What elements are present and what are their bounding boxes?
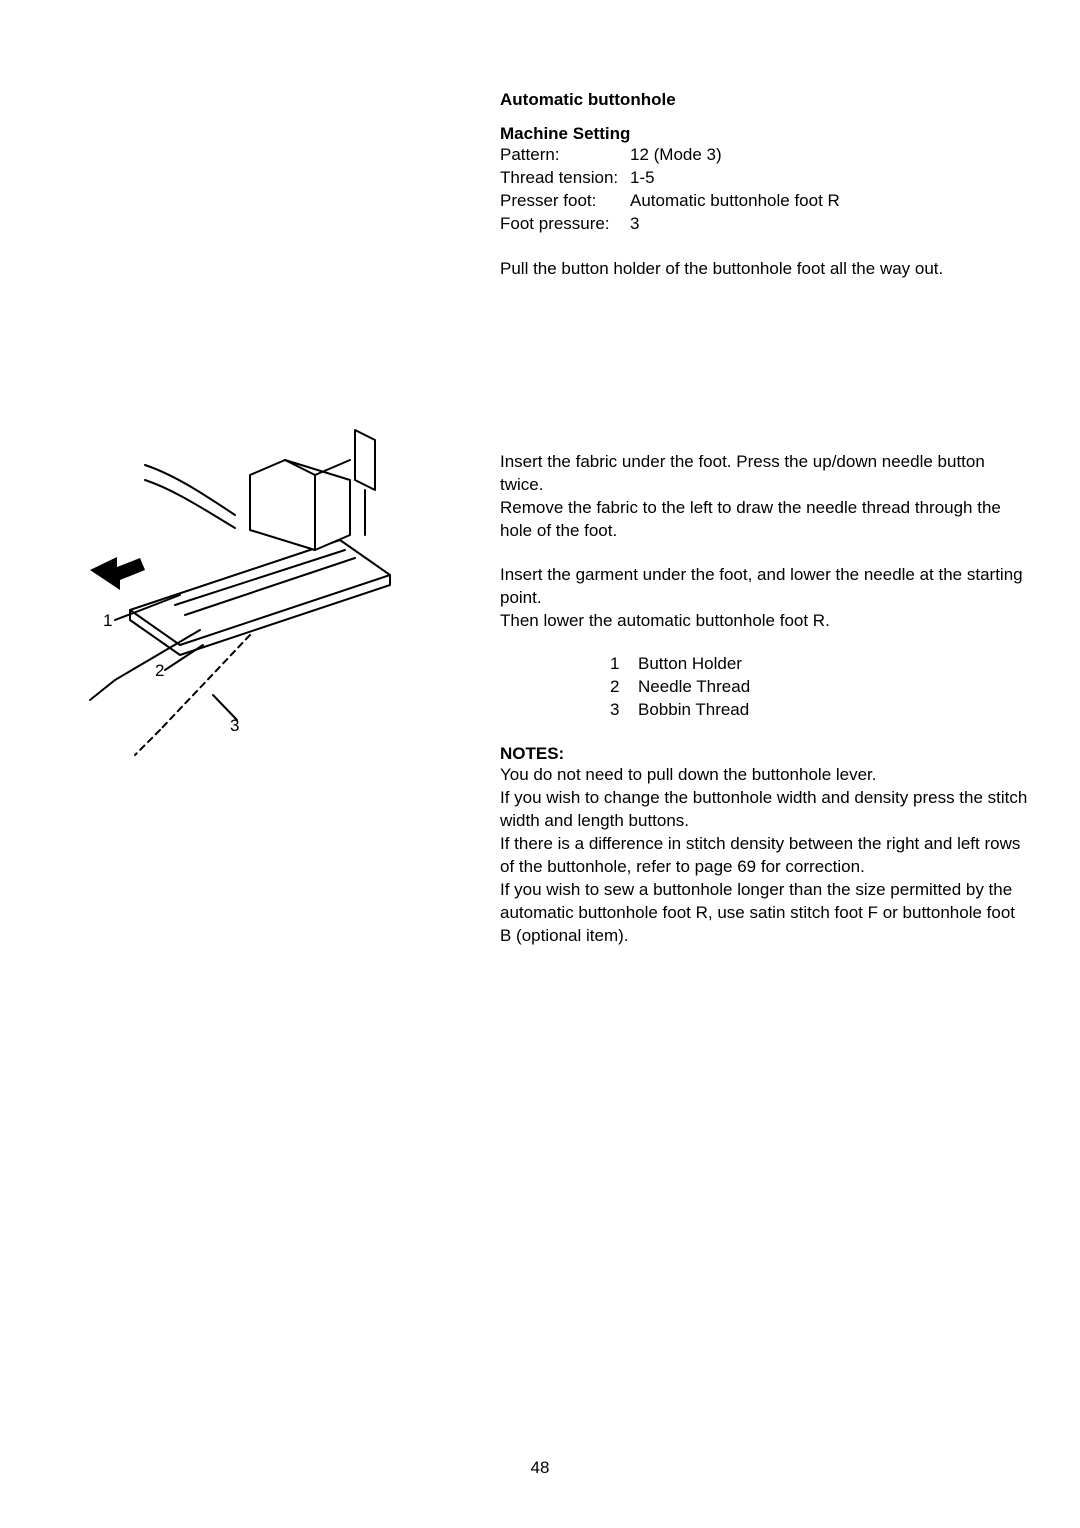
body-line: Insert the fabric under the foot. Press … bbox=[500, 451, 1030, 497]
paragraph: Insert the fabric under the foot. Press … bbox=[500, 451, 1030, 543]
spacer bbox=[500, 281, 1030, 451]
body-line: Then lower the automatic buttonhole foot… bbox=[500, 610, 1030, 633]
setting-value: 1-5 bbox=[630, 167, 655, 190]
setting-row: Foot pressure: 3 bbox=[500, 213, 1030, 236]
list-label: Button Holder bbox=[638, 653, 742, 676]
setting-row: Pattern: 12 (Mode 3) bbox=[500, 144, 1030, 167]
body-line: If you wish to sew a buttonhole longer t… bbox=[500, 879, 1030, 948]
machine-setting-title: Machine Setting bbox=[500, 124, 1030, 144]
notes-title: NOTES: bbox=[500, 744, 1030, 764]
setting-label: Thread tension: bbox=[500, 167, 630, 190]
list-num: 3 bbox=[610, 699, 638, 722]
illustration-label-3: 3 bbox=[230, 716, 239, 735]
list-label: Needle Thread bbox=[638, 676, 750, 699]
illustration-label-2: 2 bbox=[155, 661, 164, 680]
setting-label: Pattern: bbox=[500, 144, 630, 167]
body-line: If there is a difference in stitch densi… bbox=[500, 833, 1030, 879]
setting-label: Foot pressure: bbox=[500, 213, 630, 236]
body-line: If you wish to change the buttonhole wid… bbox=[500, 787, 1030, 833]
illustration-label-1: 1 bbox=[103, 611, 112, 630]
setting-value: Automatic buttonhole foot R bbox=[630, 190, 840, 213]
buttonhole-foot-illustration: 1 2 3 bbox=[85, 420, 415, 760]
illustration-svg: 1 2 3 bbox=[85, 420, 415, 760]
setting-value: 3 bbox=[630, 213, 639, 236]
setting-value: 12 (Mode 3) bbox=[630, 144, 722, 167]
content-column: Automatic buttonhole Machine Setting Pat… bbox=[500, 90, 1030, 948]
setting-label: Presser foot: bbox=[500, 190, 630, 213]
body-line: Pull the button holder of the buttonhole… bbox=[500, 258, 1030, 281]
section-title: Automatic buttonhole bbox=[500, 90, 1030, 110]
list-item: 3 Bobbin Thread bbox=[610, 699, 1030, 722]
reference-list: 1 Button Holder 2 Needle Thread 3 Bobbin… bbox=[500, 653, 1030, 722]
setting-row: Presser foot: Automatic buttonhole foot … bbox=[500, 190, 1030, 213]
list-item: 1 Button Holder bbox=[610, 653, 1030, 676]
page-number: 48 bbox=[0, 1458, 1080, 1478]
notes-paragraph: You do not need to pull down the buttonh… bbox=[500, 764, 1030, 948]
setting-row: Thread tension: 1-5 bbox=[500, 167, 1030, 190]
body-line: You do not need to pull down the buttonh… bbox=[500, 764, 1030, 787]
list-num: 2 bbox=[610, 676, 638, 699]
body-line: Remove the fabric to the left to draw th… bbox=[500, 497, 1030, 543]
list-label: Bobbin Thread bbox=[638, 699, 749, 722]
paragraph: Insert the garment under the foot, and l… bbox=[500, 564, 1030, 633]
body-line: Insert the garment under the foot, and l… bbox=[500, 564, 1030, 610]
list-item: 2 Needle Thread bbox=[610, 676, 1030, 699]
intro-paragraph: Pull the button holder of the buttonhole… bbox=[500, 258, 1030, 281]
list-num: 1 bbox=[610, 653, 638, 676]
